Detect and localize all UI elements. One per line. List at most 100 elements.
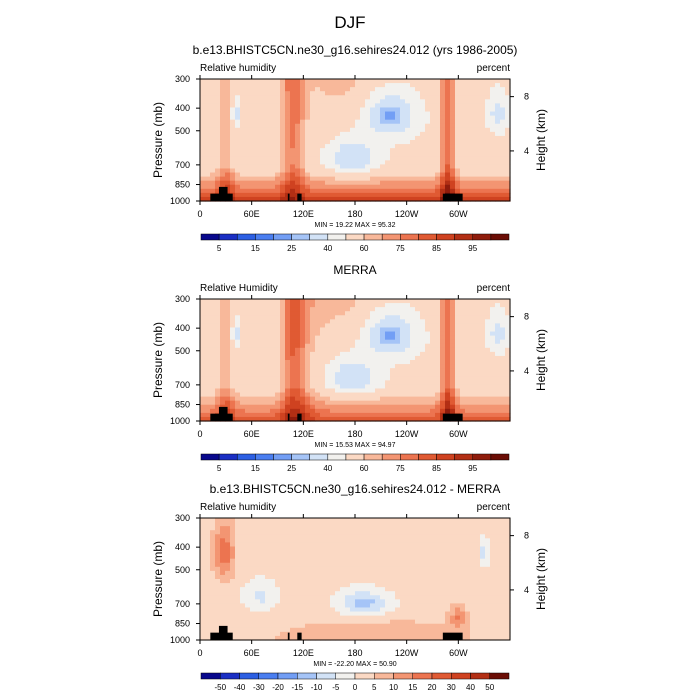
heatmap-cell — [450, 384, 456, 390]
heatmap-cell — [295, 180, 301, 186]
heatmap-cell — [290, 372, 296, 377]
heatmap-cell — [335, 331, 341, 337]
heatmap-cell — [445, 91, 451, 96]
heatmap-cell — [225, 311, 231, 316]
heatmap-cell — [325, 368, 331, 373]
heatmap-cell — [325, 396, 331, 402]
heatmap-cell — [460, 180, 466, 186]
heatmap-cell — [425, 360, 431, 365]
heatmap-cell — [240, 396, 246, 402]
heatmap-cell — [290, 148, 296, 153]
heatmap-cell — [285, 315, 291, 320]
heatmap-cell — [345, 152, 351, 157]
heatmap-cell — [345, 79, 351, 84]
heatmap-cell — [260, 595, 266, 600]
heatmap-cell — [480, 372, 486, 377]
heatmap-cell — [290, 587, 296, 592]
heatmap-cell — [350, 372, 356, 377]
heatmap-cell — [360, 542, 366, 548]
heatmap-cell — [280, 315, 286, 320]
heatmap-cell — [270, 123, 276, 129]
heatmap-cell — [445, 156, 451, 161]
heatmap-cell — [225, 107, 231, 113]
heatmap-cell — [205, 135, 211, 141]
heatmap-cell — [335, 127, 341, 133]
heatmap-cell — [370, 408, 376, 414]
heatmap-cell — [295, 574, 301, 580]
heatmap-cell — [320, 591, 326, 596]
heatmap-cell — [480, 127, 486, 133]
heatmap-cell — [500, 372, 506, 377]
heatmap-cell — [470, 115, 476, 121]
heatmap-cell — [335, 388, 341, 394]
heatmap-cell — [360, 99, 366, 104]
heatmap-cell — [240, 152, 246, 157]
heatmap-cell — [310, 331, 316, 337]
heatmap-cell — [360, 388, 366, 394]
heatmap-cell — [410, 79, 416, 84]
heatmap-cell — [500, 368, 506, 373]
heatmap-cell — [310, 339, 316, 345]
heatmap-cell — [270, 530, 276, 535]
heatmap-cell — [215, 131, 221, 137]
heatmap-cell — [270, 562, 276, 568]
heatmap-cell — [490, 416, 496, 422]
heatmap-cell — [490, 123, 496, 129]
heatmap-cell — [355, 587, 361, 592]
heatmap-cell — [275, 615, 281, 621]
heatmap-cell — [485, 127, 491, 133]
heatmap-cell — [335, 372, 341, 377]
heatmap-cell — [275, 335, 281, 341]
heatmap-cell — [345, 168, 351, 174]
heatmap-cell — [220, 380, 226, 385]
heatmap-cell — [465, 123, 471, 129]
heatmap-cell — [375, 172, 381, 178]
heatmap-cell — [345, 595, 351, 600]
heatmap-cell — [420, 396, 426, 402]
heatmap-cell — [475, 392, 481, 398]
heatmap-cell — [335, 111, 341, 117]
heatmap-cell — [235, 192, 241, 198]
heatmap-cell — [465, 99, 471, 104]
heatmap-cell — [270, 107, 276, 113]
heatmap-cell — [210, 91, 216, 96]
heatmap-cell — [360, 347, 366, 353]
heatmap-cell — [205, 83, 211, 88]
heatmap-cell — [415, 311, 421, 316]
heatmap-cell — [435, 176, 441, 182]
heatmap-cell — [290, 404, 296, 410]
heatmap-cell — [370, 343, 376, 349]
heatmap-cell — [275, 619, 281, 625]
heatmap-cell — [330, 579, 336, 584]
heatmap-cell — [265, 196, 271, 202]
heatmap-cell — [385, 160, 391, 165]
heatmap-cell — [375, 343, 381, 349]
heatmap-cell — [200, 152, 206, 157]
heatmap-cell — [205, 168, 211, 174]
heatmap-cell — [350, 579, 356, 584]
heatmap-cell — [405, 400, 411, 406]
heatmap-cell — [250, 135, 256, 141]
heatmap-cell — [295, 579, 301, 584]
heatmap-cell — [425, 368, 431, 373]
heatmap-cell — [350, 148, 356, 153]
heatmap-cell — [475, 380, 481, 385]
heatmap-cell — [370, 131, 376, 137]
heatmap-cell — [320, 566, 326, 572]
heatmap-cell — [290, 550, 296, 556]
heatmap-cell — [210, 135, 216, 141]
heatmap-cell — [360, 152, 366, 157]
heatmap-cell — [485, 311, 491, 316]
heatmap-cell — [285, 396, 291, 402]
heatmap-cell — [475, 303, 481, 308]
heatmap-cell — [415, 87, 421, 92]
heatmap-cell — [345, 364, 351, 369]
heatmap-cell — [365, 299, 371, 304]
heatmap-cell — [460, 127, 466, 133]
heatmap-cell — [440, 196, 446, 202]
heatmap-cell — [290, 351, 296, 357]
heatmap-cell — [450, 135, 456, 141]
heatmap-cell — [415, 343, 421, 349]
heatmap-cell — [430, 152, 436, 157]
heatmap-cell — [310, 611, 316, 617]
